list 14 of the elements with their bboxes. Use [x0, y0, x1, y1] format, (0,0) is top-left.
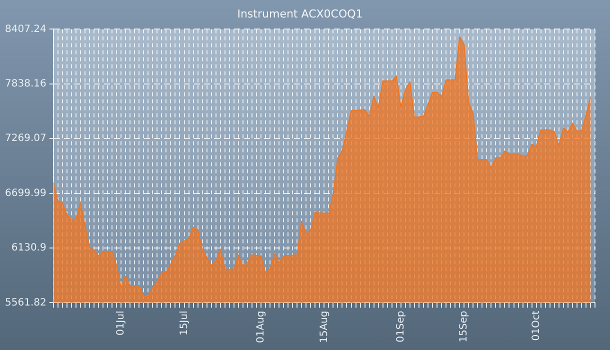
y-tick-label: 7838.16 [4, 78, 46, 90]
x-tick-label: 15Sep [458, 310, 470, 342]
x-tick-label: 01Oct [530, 310, 542, 341]
chart-title: Instrument ACX0COQ1 [237, 7, 363, 20]
x-tick-label: 01Jul [116, 310, 127, 336]
y-tick-label: 5561.82 [4, 297, 46, 308]
x-tick-label: 15Aug [318, 310, 330, 344]
x-tick-label: 15Jul [178, 310, 190, 336]
y-tick-label: 6699.99 [4, 188, 46, 199]
x-tick-label: 01Aug [256, 310, 267, 344]
y-tick-label: 6130.9 [11, 242, 46, 254]
x-tick-label: 01Sep [396, 310, 407, 342]
y-tick-label: 8407.24 [4, 24, 46, 35]
y-tick-label: 7269.07 [4, 133, 46, 144]
